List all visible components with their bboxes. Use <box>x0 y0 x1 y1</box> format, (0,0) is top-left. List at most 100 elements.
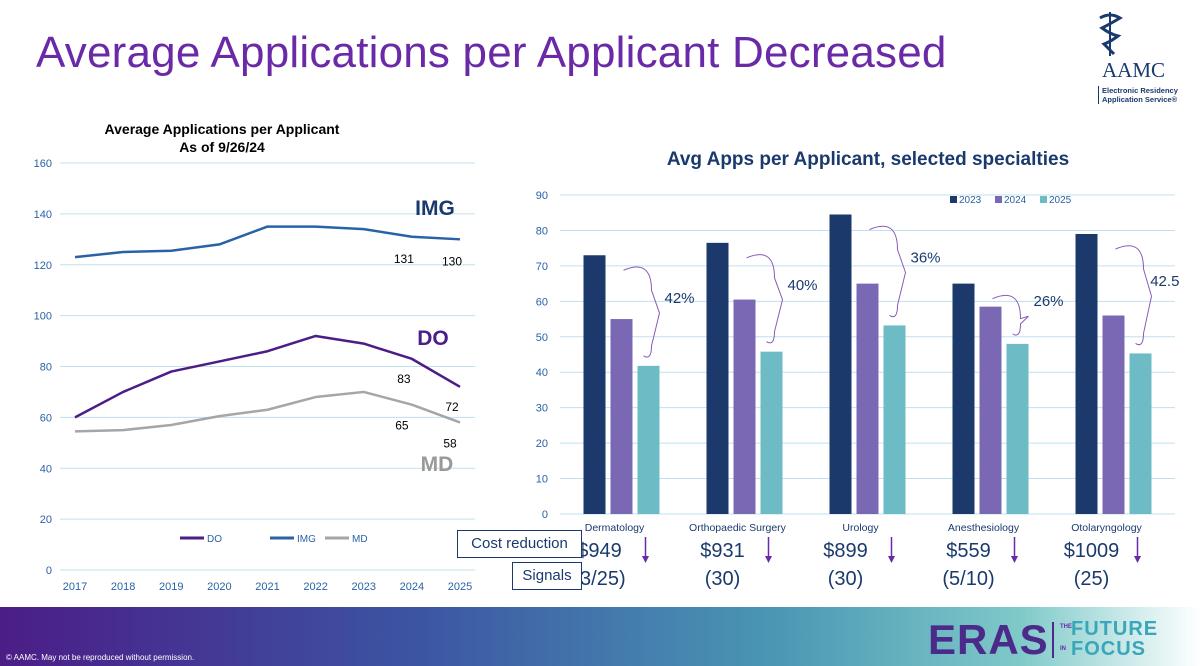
percent-drop-label: 40% <box>787 277 817 294</box>
bar-2024 <box>979 306 1002 514</box>
bar-legend-label: 2023 <box>959 195 982 206</box>
bar-2023 <box>952 283 975 514</box>
line-chart-x-tick: 2022 <box>303 581 327 593</box>
bar-2023 <box>706 242 729 514</box>
down-arrow-head-icon <box>642 556 649 563</box>
bar-chart-y-tick: 30 <box>536 403 548 415</box>
aamc-wordmark: AAMC <box>1102 58 1166 82</box>
bar-chart-y-tick: 90 <box>536 190 548 202</box>
logo-subtitle-line1: Electronic Residency <box>1102 86 1178 95</box>
cost-reduction-label: Cost reduction <box>457 530 582 558</box>
bar-2025 <box>883 325 906 514</box>
line-series-md <box>74 390 461 433</box>
line-legend-label: DO <box>207 534 222 545</box>
logo-subtitle: Electronic Residency Application Service… <box>1098 86 1178 104</box>
line-chart-x-tick: 2021 <box>255 581 279 593</box>
bar-chart-y-tick: 60 <box>536 296 548 308</box>
percent-drop-label: 26% <box>1033 293 1063 310</box>
line-chart-y-tick: 100 <box>34 311 52 323</box>
bar-legend-label: 2024 <box>1004 195 1027 206</box>
logo-subtitle-line2: Application Service® <box>1102 95 1178 104</box>
line-series-img <box>74 225 461 259</box>
cost-reduction-value: $931 <box>700 540 745 562</box>
percent-drop-bracket <box>1115 245 1153 346</box>
line-chart-y-tick: 0 <box>46 565 52 577</box>
signals-label: Signals <box>512 562 582 590</box>
down-arrow-head-icon <box>765 556 772 563</box>
tagline-in: IN <box>1060 646 1066 652</box>
bar-chart-y-tick: 40 <box>536 367 548 379</box>
bar-legend-swatch <box>1040 196 1047 203</box>
line-chart-x-tick: 2024 <box>400 581 424 593</box>
copyright-notice: © AAMC. May not be reproduced without pe… <box>6 653 195 662</box>
footer-banner <box>0 607 1200 666</box>
bar-category-label: Anesthesiology <box>948 522 1020 534</box>
signals-value: (30) <box>705 568 741 590</box>
percent-drop-label: 36% <box>910 249 940 266</box>
bar-2023 <box>583 255 606 514</box>
signals-value: (30) <box>828 568 864 590</box>
line-data-label: 83 <box>397 372 411 386</box>
line-data-label: 131 <box>394 252 414 266</box>
line-chart-y-tick: 120 <box>34 260 52 272</box>
cost-reduction-value: $1009 <box>1064 540 1120 562</box>
series-label-img: IMG <box>415 197 455 220</box>
bar-chart-y-tick: 80 <box>536 225 548 237</box>
cost-reduction-value: $899 <box>823 540 868 562</box>
bar-chart-y-tick: 70 <box>536 261 548 273</box>
line-data-label: 65 <box>395 419 409 433</box>
bar-2025 <box>760 351 783 514</box>
line-chart-x-tick: 2023 <box>352 581 376 593</box>
line-chart-y-tick: 80 <box>40 362 52 374</box>
line-chart-x-tick: 2020 <box>207 581 231 593</box>
line-chart-y-tick: 40 <box>40 463 52 475</box>
bar-legend-label: 2025 <box>1049 195 1072 206</box>
percent-drop-bracket <box>746 254 784 344</box>
line-chart-x-tick: 2017 <box>63 581 87 593</box>
bar-2025 <box>1129 353 1152 514</box>
bar-legend-swatch <box>995 196 1002 203</box>
line-data-label: 130 <box>442 254 462 268</box>
signals-value: (25) <box>1074 568 1110 590</box>
bar-2025 <box>637 365 660 514</box>
cost-reduction-value: $559 <box>946 540 991 562</box>
bar-legend-swatch <box>950 196 957 203</box>
bar-chart-y-tick: 20 <box>536 438 548 450</box>
percent-drop-bracket <box>992 294 1029 336</box>
eras-divider <box>1052 622 1054 658</box>
bar-chart-y-tick: 50 <box>536 332 548 344</box>
line-chart: Average Applications per Applicant As of … <box>34 121 475 593</box>
line-chart-x-tick: 2019 <box>159 581 183 593</box>
bar-2024 <box>610 319 633 514</box>
bar-chart-y-tick: 0 <box>542 509 548 521</box>
bar-2023 <box>1075 233 1098 514</box>
down-arrow-head-icon <box>888 556 895 563</box>
bar-chart: Avg Apps per Applicant, selected special… <box>536 149 1180 590</box>
percent-drop-label: 42% <box>664 290 694 307</box>
line-chart-y-tick: 160 <box>34 158 52 170</box>
line-chart-y-tick: 140 <box>34 209 52 221</box>
bar-2023 <box>829 214 852 514</box>
series-label-do: DO <box>417 327 449 350</box>
line-data-label: 58 <box>443 436 457 450</box>
cost-reduction-value: $949 <box>577 540 622 562</box>
down-arrow-head-icon <box>1134 556 1141 563</box>
line-chart-title: Average Applications per Applicant <box>105 121 340 137</box>
signals-value: (5/10) <box>942 568 994 590</box>
bar-category-label: Urology <box>842 522 879 534</box>
bar-category-label: Otolaryngology <box>1071 522 1142 534</box>
line-chart-y-tick: 60 <box>40 412 52 424</box>
percent-drop-label: 42.5% <box>1150 273 1180 290</box>
line-series-do <box>74 334 461 419</box>
line-legend-label: MD <box>352 534 368 545</box>
percent-drop-bracket <box>623 266 661 358</box>
line-chart-subtitle: As of 9/26/24 <box>179 139 265 155</box>
line-chart-x-tick: 2025 <box>448 581 472 593</box>
line-legend-label: IMG <box>297 534 316 545</box>
page-title: Average Applications per Applicant Decre… <box>36 28 947 77</box>
percent-drop-bracket <box>869 225 907 318</box>
tagline-focus: FOCUS <box>1071 638 1146 660</box>
down-arrow-head-icon <box>1011 556 1018 563</box>
signals-value: (3/25) <box>573 568 625 590</box>
eras-logo: ERAS <box>928 616 1049 663</box>
